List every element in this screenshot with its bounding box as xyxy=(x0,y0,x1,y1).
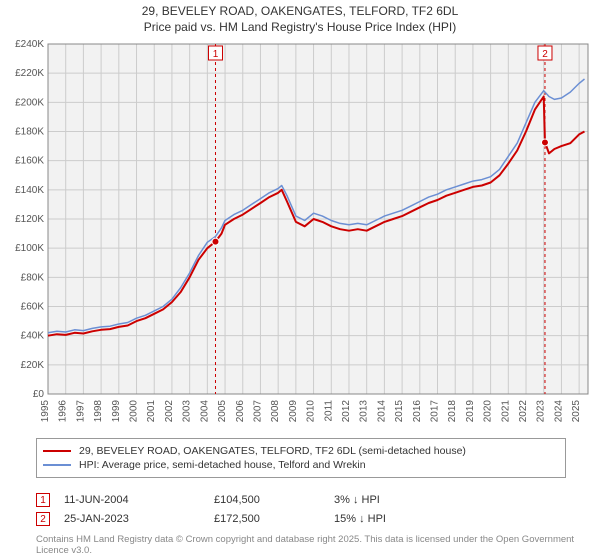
svg-text:2002: 2002 xyxy=(164,400,175,423)
svg-text:2007: 2007 xyxy=(252,400,263,423)
svg-text:£100K: £100K xyxy=(15,243,44,254)
svg-text:2013: 2013 xyxy=(359,400,370,423)
legend-swatch-hpi xyxy=(43,464,71,466)
svg-text:2023: 2023 xyxy=(536,400,547,423)
svg-text:1996: 1996 xyxy=(58,400,69,423)
svg-text:£80K: £80K xyxy=(21,272,45,283)
legend-label-price-paid: 29, BEVELEY ROAD, OAKENGATES, TELFORD, T… xyxy=(79,445,466,457)
legend: 29, BEVELEY ROAD, OAKENGATES, TELFORD, T… xyxy=(36,438,566,478)
svg-text:2025: 2025 xyxy=(571,400,582,423)
svg-text:2005: 2005 xyxy=(217,400,228,423)
sale-price: £172,500 xyxy=(214,513,334,525)
svg-text:2022: 2022 xyxy=(518,400,529,423)
svg-text:£60K: £60K xyxy=(21,302,45,313)
sale-marker-icon: 2 xyxy=(36,512,50,526)
svg-text:2010: 2010 xyxy=(306,400,317,423)
svg-text:2: 2 xyxy=(542,49,548,60)
svg-text:1: 1 xyxy=(213,49,219,60)
sale-date: 25-JAN-2023 xyxy=(64,513,214,525)
legend-item-hpi: HPI: Average price, semi-detached house,… xyxy=(43,459,559,471)
sale-vs-hpi: 15% ↓ HPI xyxy=(334,513,454,525)
svg-text:£120K: £120K xyxy=(15,214,44,225)
sale-date: 11-JUN-2004 xyxy=(64,494,214,506)
svg-text:2008: 2008 xyxy=(270,400,281,423)
svg-text:1995: 1995 xyxy=(40,400,51,423)
chart-svg: £0 £20K £40K £60K £80K £100K £120K £140K £160K £1… xyxy=(0,38,600,428)
title-line-1: 29, BEVELEY ROAD, OAKENGATES, TELFORD, T… xyxy=(0,4,600,20)
svg-text:2000: 2000 xyxy=(129,400,140,423)
svg-text:2011: 2011 xyxy=(323,400,334,422)
svg-text:2001: 2001 xyxy=(146,400,157,423)
svg-text:£220K: £220K xyxy=(15,68,44,79)
legend-item-price-paid: 29, BEVELEY ROAD, OAKENGATES, TELFORD, T… xyxy=(43,445,559,457)
svg-text:£140K: £140K xyxy=(15,185,44,196)
sale-vs-hpi: 3% ↓ HPI xyxy=(334,494,454,506)
legend-label-hpi: HPI: Average price, semi-detached house,… xyxy=(79,459,366,471)
svg-text:2009: 2009 xyxy=(288,400,299,423)
svg-text:2018: 2018 xyxy=(447,400,458,423)
svg-text:1997: 1997 xyxy=(75,400,86,423)
svg-text:2006: 2006 xyxy=(235,400,246,423)
svg-text:2003: 2003 xyxy=(182,400,193,423)
svg-text:2012: 2012 xyxy=(341,400,352,423)
svg-text:£40K: £40K xyxy=(21,331,45,342)
sale-event-1: 1 11-JUN-2004 £104,500 3% ↓ HPI xyxy=(36,493,566,507)
svg-text:2019: 2019 xyxy=(465,400,476,423)
copyright-notice: Contains HM Land Registry data © Crown c… xyxy=(36,534,600,556)
svg-text:2017: 2017 xyxy=(430,400,441,423)
svg-text:£160K: £160K xyxy=(15,156,44,167)
sale-events: 1 11-JUN-2004 £104,500 3% ↓ HPI 2 25-JAN… xyxy=(36,488,566,531)
svg-text:£20K: £20K xyxy=(21,360,45,371)
svg-text:2024: 2024 xyxy=(553,400,564,423)
sale-marker-icon: 1 xyxy=(36,493,50,507)
title-line-2: Price paid vs. HM Land Registry's House … xyxy=(0,20,600,36)
svg-text:2014: 2014 xyxy=(376,400,387,423)
svg-text:2004: 2004 xyxy=(199,400,210,423)
svg-text:£0: £0 xyxy=(33,389,45,400)
svg-text:2021: 2021 xyxy=(500,400,511,423)
sale-price: £104,500 xyxy=(214,494,334,506)
svg-text:£240K: £240K xyxy=(15,39,44,50)
svg-text:1998: 1998 xyxy=(93,400,104,423)
svg-text:2015: 2015 xyxy=(394,400,405,423)
svg-text:2020: 2020 xyxy=(483,400,494,423)
sale-event-2: 2 25-JAN-2023 £172,500 15% ↓ HPI xyxy=(36,512,566,526)
legend-swatch-price-paid xyxy=(43,450,71,452)
svg-text:2016: 2016 xyxy=(412,400,423,423)
chart-title: 29, BEVELEY ROAD, OAKENGATES, TELFORD, T… xyxy=(0,0,600,35)
svg-text:£180K: £180K xyxy=(15,127,44,138)
svg-text:£200K: £200K xyxy=(15,97,44,108)
chart-area: £0 £20K £40K £60K £80K £100K £120K £140K £160K £1… xyxy=(0,38,600,428)
svg-text:1999: 1999 xyxy=(111,400,122,423)
